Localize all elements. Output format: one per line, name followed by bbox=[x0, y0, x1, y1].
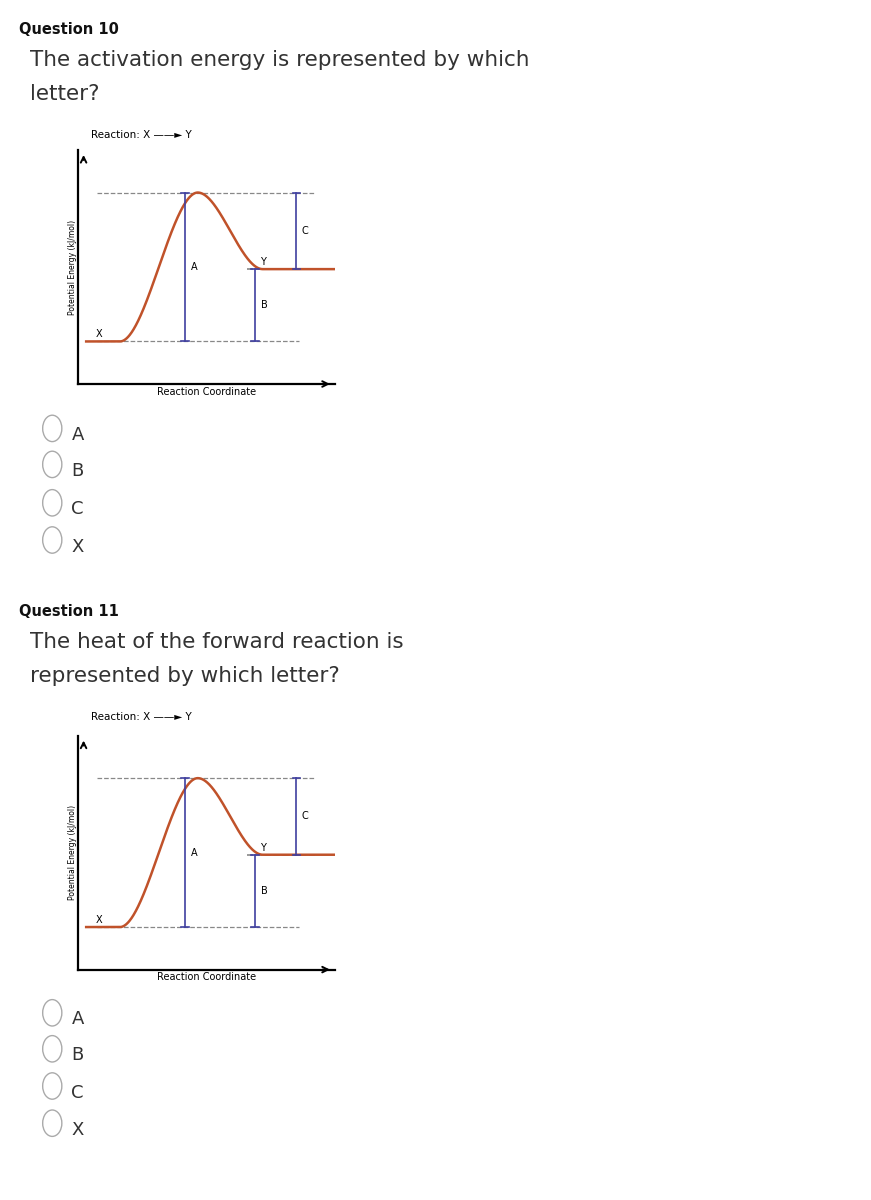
Text: Y: Y bbox=[260, 257, 266, 266]
Text: A: A bbox=[71, 426, 84, 444]
Text: X: X bbox=[96, 329, 103, 340]
Text: Reaction: X ——► Y: Reaction: X ——► Y bbox=[91, 712, 192, 721]
Text: B: B bbox=[261, 886, 268, 896]
Text: B: B bbox=[71, 1046, 84, 1064]
Text: The activation energy is represented by which: The activation energy is represented by … bbox=[30, 50, 530, 71]
Text: Question 10: Question 10 bbox=[19, 22, 119, 36]
Text: C: C bbox=[301, 811, 308, 822]
Y-axis label: Potential Energy (kJ/mol): Potential Energy (kJ/mol) bbox=[68, 805, 77, 900]
Text: A: A bbox=[71, 1010, 84, 1028]
X-axis label: Reaction Coordinate: Reaction Coordinate bbox=[158, 386, 256, 397]
Text: X: X bbox=[71, 538, 84, 556]
Text: B: B bbox=[71, 462, 84, 480]
Text: Question 11: Question 11 bbox=[19, 604, 119, 619]
Text: A: A bbox=[192, 262, 198, 272]
Y-axis label: Potential Energy (kJ/mol): Potential Energy (kJ/mol) bbox=[68, 220, 77, 314]
Text: letter?: letter? bbox=[30, 84, 100, 104]
Text: A: A bbox=[192, 847, 198, 858]
Text: X: X bbox=[71, 1121, 84, 1139]
Text: C: C bbox=[71, 1084, 84, 1102]
Text: X: X bbox=[96, 914, 103, 925]
Text: C: C bbox=[71, 500, 84, 518]
Text: Reaction: X ——► Y: Reaction: X ——► Y bbox=[91, 130, 192, 139]
Text: represented by which letter?: represented by which letter? bbox=[30, 666, 341, 686]
Text: The heat of the forward reaction is: The heat of the forward reaction is bbox=[30, 632, 404, 653]
Text: B: B bbox=[261, 300, 268, 311]
X-axis label: Reaction Coordinate: Reaction Coordinate bbox=[158, 972, 256, 983]
Text: C: C bbox=[301, 226, 308, 236]
Text: Y: Y bbox=[260, 842, 266, 852]
